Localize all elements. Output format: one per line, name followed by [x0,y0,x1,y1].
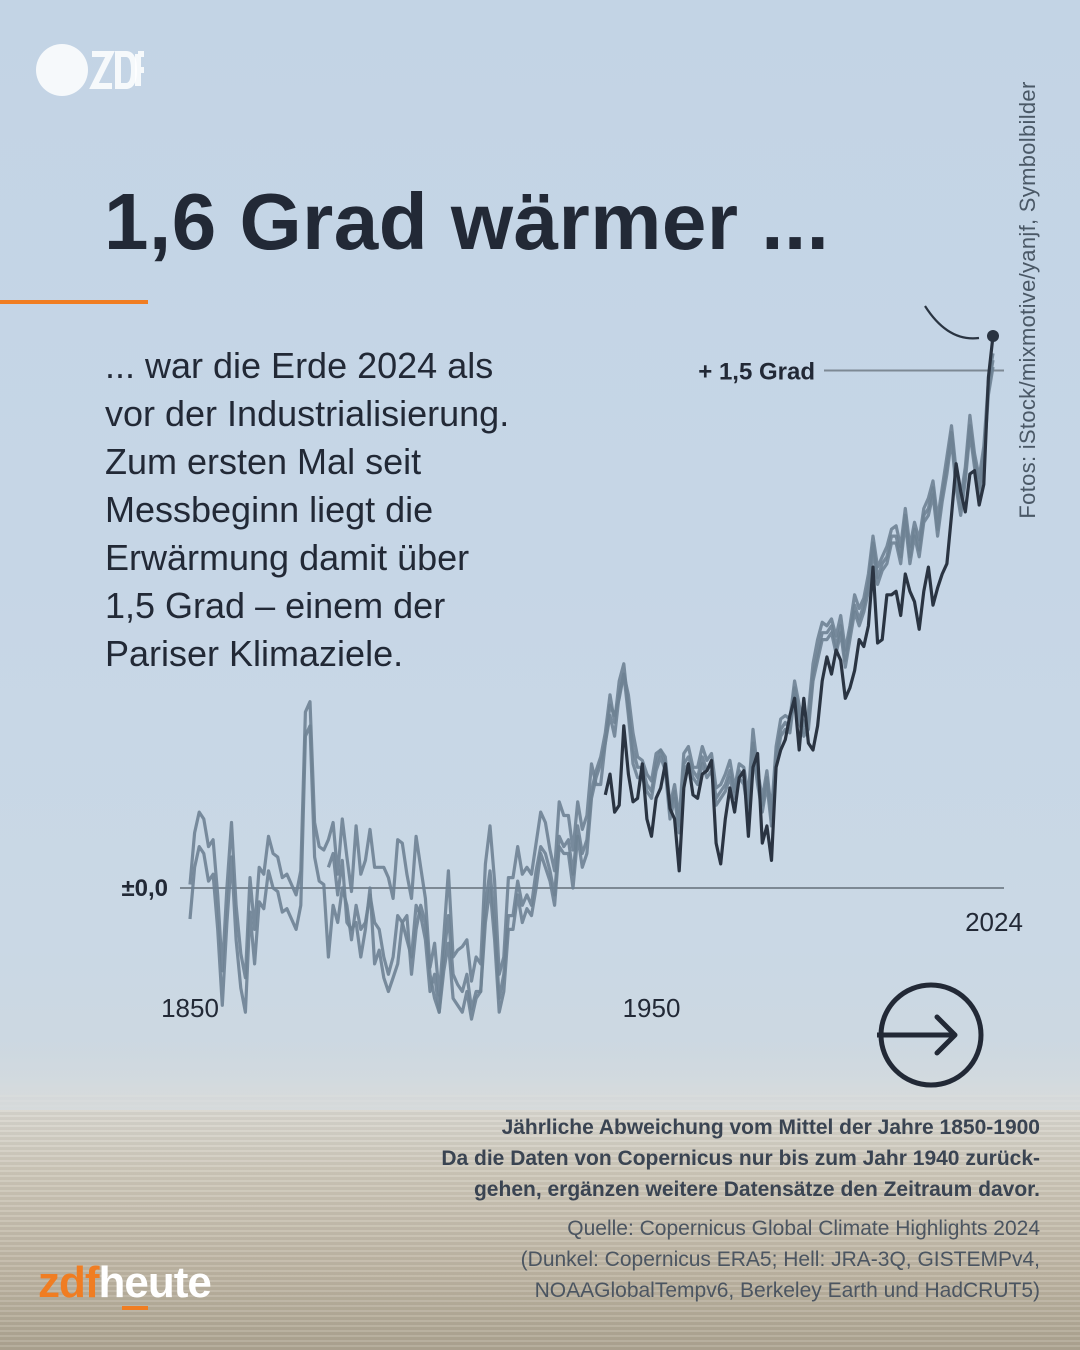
lead-line: vor der Industrialisierung. [105,393,510,434]
accent-rule [0,300,148,304]
lead-line: 1,5 Grad – einem der [105,585,446,626]
lead-line: Messbeginn liegt die [105,489,434,530]
brand-underline [122,1306,148,1310]
lead-line: ... war die Erde 2024 als [105,345,494,386]
footnote-source-line: Quelle: Copernicus Global Climate Highli… [567,1217,1040,1240]
light-series-group [188,353,995,1021]
lead-line: Pariser Klimaziele. [105,633,404,674]
brand-heute: heute [98,1258,212,1307]
lead-line: Erwärmung damit über [105,537,470,578]
zdf-logo-icon [36,44,144,96]
zdfheute-logo: zdfheute [38,1258,212,1308]
footnote: Jährliche Abweichung vom Mittel der Jahr… [280,1112,1040,1306]
light-series-line [326,366,995,1021]
threshold-label: + 1,5 Grad [698,359,815,386]
lead-text: ... war die Erde 2024 als vor der Indust… [105,342,645,678]
x-tick-label: 2024 [965,907,1023,937]
dark-series-line [603,335,995,873]
arrow-right-circle-icon[interactable] [877,981,985,1089]
dark-series-group [603,335,995,873]
highlight-point-2024 [987,330,999,342]
footnote-source-line: (Dunkel: Copernicus ERA5; Hell: JRA-3Q, … [520,1248,1040,1271]
zero-label: ±0,0 [121,875,168,902]
x-tick-label: 1850 [161,993,219,1023]
callout-arrow [924,305,980,340]
footnote-note-line: gehen, ergänzen weitere Datensätze den Z… [473,1178,1040,1201]
lead-line: Zum ersten Mal seit [105,441,422,482]
brand-zdf: zdf [38,1258,100,1307]
headline: 1,6 Grad wärmer ... [104,177,830,266]
light-series-line [188,353,995,997]
footnote-note-line: Da die Daten von Copernicus nur bis zum … [441,1147,1040,1170]
light-series-line [188,359,995,1014]
footnote-note-line: Jährliche Abweichung vom Mittel der Jahr… [501,1116,1040,1139]
ground-background [0,1095,1080,1350]
x-tick-label: 1950 [623,993,681,1023]
footnote-source-line: NOAAGlobalTempv6, Berkeley Earth und Had… [534,1279,1040,1302]
